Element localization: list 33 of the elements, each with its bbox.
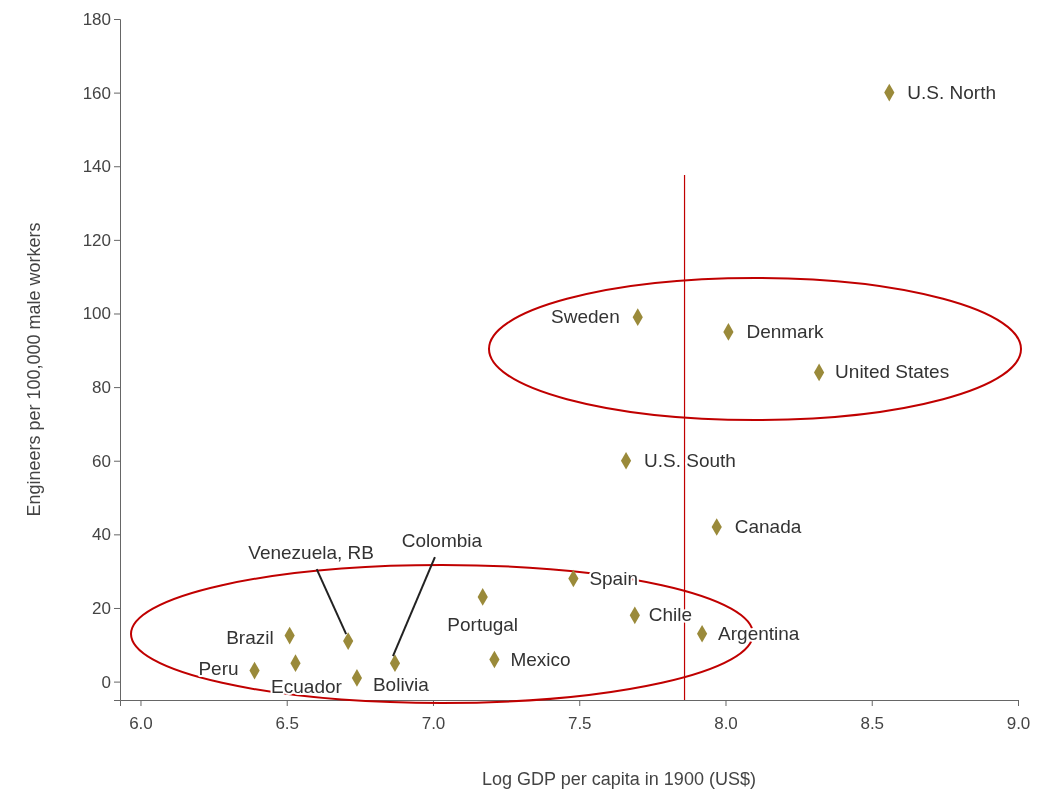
y-tick-label: 160 bbox=[82, 83, 111, 103]
annotation: Canada bbox=[734, 515, 802, 537]
y-tick-label: 0 bbox=[101, 672, 111, 692]
annotation: Portugal bbox=[447, 613, 519, 635]
x-tick-label: 8.0 bbox=[714, 714, 738, 734]
y-tick-label: 80 bbox=[92, 378, 111, 398]
x-tick-label: 6.0 bbox=[129, 714, 153, 734]
annotation: Colombia bbox=[401, 530, 483, 552]
x-tick-label: 7.5 bbox=[567, 714, 592, 734]
annotation: Mexico bbox=[510, 648, 571, 670]
y-tick-label: 60 bbox=[92, 451, 111, 471]
annotation: Venezuela, RB bbox=[248, 542, 375, 564]
y-tick-label: 100 bbox=[82, 304, 111, 324]
annotation: Bolivia bbox=[372, 673, 430, 695]
annotation: United States bbox=[835, 361, 950, 383]
annotation: U.S. North bbox=[907, 81, 996, 103]
y-tick-label: 140 bbox=[82, 157, 111, 177]
annotation: U.S. South bbox=[644, 449, 736, 471]
y-tick-label: 40 bbox=[92, 525, 111, 545]
x-axis-title: Log GDP per capita in 1900 (US$) bbox=[482, 769, 756, 789]
y-tick-label: 180 bbox=[82, 9, 111, 29]
annotation: Denmark bbox=[746, 320, 824, 342]
x-tick-label: 7.0 bbox=[421, 714, 446, 734]
annotation: Peru bbox=[198, 657, 239, 679]
y-tick-label: 20 bbox=[92, 598, 111, 618]
x-tick-label: 9.0 bbox=[1006, 714, 1031, 734]
annotation: Brazil bbox=[226, 626, 274, 648]
annotation: Sweden bbox=[551, 306, 620, 328]
x-tick-label: 6.5 bbox=[275, 714, 300, 734]
annotation: Ecuador bbox=[271, 676, 343, 698]
x-tick-label: 8.5 bbox=[860, 714, 885, 734]
y-tick-label: 120 bbox=[82, 230, 111, 250]
y-axis-title: Engineers per 100,000 male workers bbox=[24, 222, 44, 517]
